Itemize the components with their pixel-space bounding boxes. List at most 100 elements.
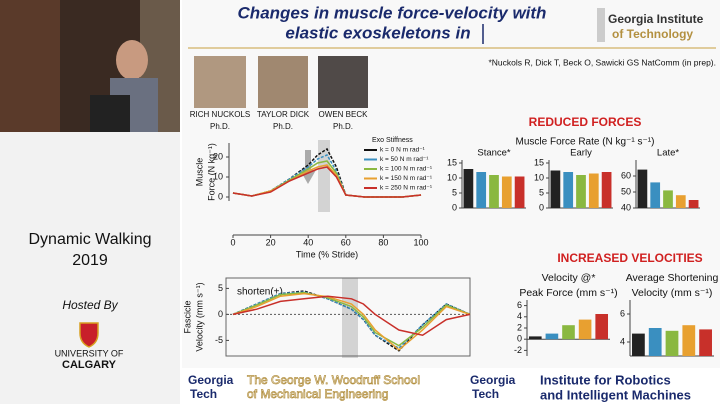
speaker-head [116,40,148,80]
y-tick-label: 10 [534,172,544,182]
logo-tower [597,8,605,42]
footer-text: The George W. Woodruff School [247,373,420,387]
chart-title: Stance* [477,148,511,159]
annotation: shorten(+) [237,287,283,298]
y-tick-label: 0 [452,202,457,212]
bar [682,325,696,356]
bar [688,200,699,208]
footer-logo: Georgia [470,373,516,387]
series-line [232,295,471,337]
y-tick-label: -2 [514,345,522,355]
slide-title: Changes in muscle force-velocity with [238,3,547,22]
y-axis-label: Fascicle [182,300,192,333]
event-name: Dynamic Walking [29,231,152,248]
bar [563,172,574,208]
chart-label: Muscle Force Rate (N kg⁻¹ s⁻¹) [516,137,655,148]
legend-label: k = 100 N m rad⁻¹ [380,166,433,173]
logo-text: Georgia Institute [608,12,704,26]
footer-logo: Tech [190,387,217,401]
y-tick-label: 0 [218,191,223,201]
plot-frame [225,277,471,357]
y-tick-label: -5 [215,335,223,345]
legend-label: k = 50 N m rad⁻¹ [380,156,429,163]
person-degree: Ph.D. [273,122,293,131]
series-line [232,291,471,347]
y-tick-label: 0 [539,202,544,212]
x-tick-label: 0 [230,237,235,247]
y-tick-label: 10 [213,171,223,181]
bar [578,319,592,340]
y-tick-label: 2 [517,322,522,332]
slide-title: elastic exoskeletons in [285,23,470,42]
event-year: 2019 [72,252,108,269]
section-heading: REDUCED FORCES [529,115,642,129]
logo-text: of Technology [612,27,693,41]
footer [182,368,720,404]
y-tick-label: 6 [517,300,522,310]
footer-logo: Georgia [188,373,234,387]
bar [588,173,599,208]
chart-title: Velocity (mm s⁻¹) [632,287,713,299]
y-tick-label: 4 [620,336,625,346]
y-tick-label: 5 [539,187,544,197]
bar [562,325,575,340]
bar [501,176,512,208]
highlight-band [342,278,358,358]
photo [194,56,246,108]
footer-text: of Mechanical Engineering [247,387,388,401]
bar [601,172,612,208]
y-tick-label: 50 [621,186,631,196]
y-tick-label: 0 [517,334,522,344]
y-tick-label: 5 [452,187,457,197]
y-tick-label: 0 [218,309,223,319]
y-tick-label: 5 [218,283,223,293]
chart-title: Velocity @* [542,272,596,284]
y-tick-label: 40 [621,202,631,212]
section-heading: INCREASED VELOCITIES [557,251,702,265]
person-name: OWEN BECK [319,110,369,119]
x-tick-label: 80 [378,237,388,247]
chart-title: Average Shortening [626,272,719,284]
person-degree: Ph.D. [333,122,353,131]
chart-title: Early [570,148,592,159]
y-tick-label: 6 [620,308,625,318]
video-bg [0,0,60,132]
y-axis-label: Force (N kg⁻¹) [206,143,216,201]
y-tick-label: 10 [447,172,457,182]
bar [595,314,609,340]
chart-title: Peak Force (mm s⁻¹) [519,287,617,299]
footer-text: Institute for Robotics [540,372,671,387]
bar [476,172,487,208]
bar [699,329,712,356]
legend-label: k = 250 N m rad⁻¹ [380,185,433,192]
x-axis-label: Time (% Stride) [296,249,358,259]
person-degree: Ph.D. [210,122,230,131]
bar [514,176,525,208]
bar [545,333,559,340]
y-tick-label: 20 [213,151,223,161]
legend-label: k = 150 N m rad⁻¹ [380,175,433,182]
bar [663,190,673,208]
series-line [232,291,471,350]
bar [463,169,474,208]
y-axis-label: Muscle [194,158,204,187]
bar [489,175,499,208]
bar [650,182,661,208]
y-tick-label: 15 [534,157,544,167]
person-name: TAYLOR DICK [257,110,310,119]
bar [648,328,662,356]
bar [576,175,586,208]
bar [632,333,645,356]
legend-title: Exo Stiffness [372,137,413,144]
chart-title: Late* [657,148,679,159]
photo [258,56,308,108]
series-line [232,292,471,351]
sidebar [0,132,180,404]
university-crest [79,322,99,348]
y-tick-label: 15 [447,157,457,167]
university-of: UNIVERSITY OF [55,348,124,358]
footer-logo: Tech [472,387,499,401]
x-tick-label: 100 [413,237,428,247]
footer-text: and Intelligent Machines [540,387,691,402]
hosted-by: Hosted By [62,298,118,312]
